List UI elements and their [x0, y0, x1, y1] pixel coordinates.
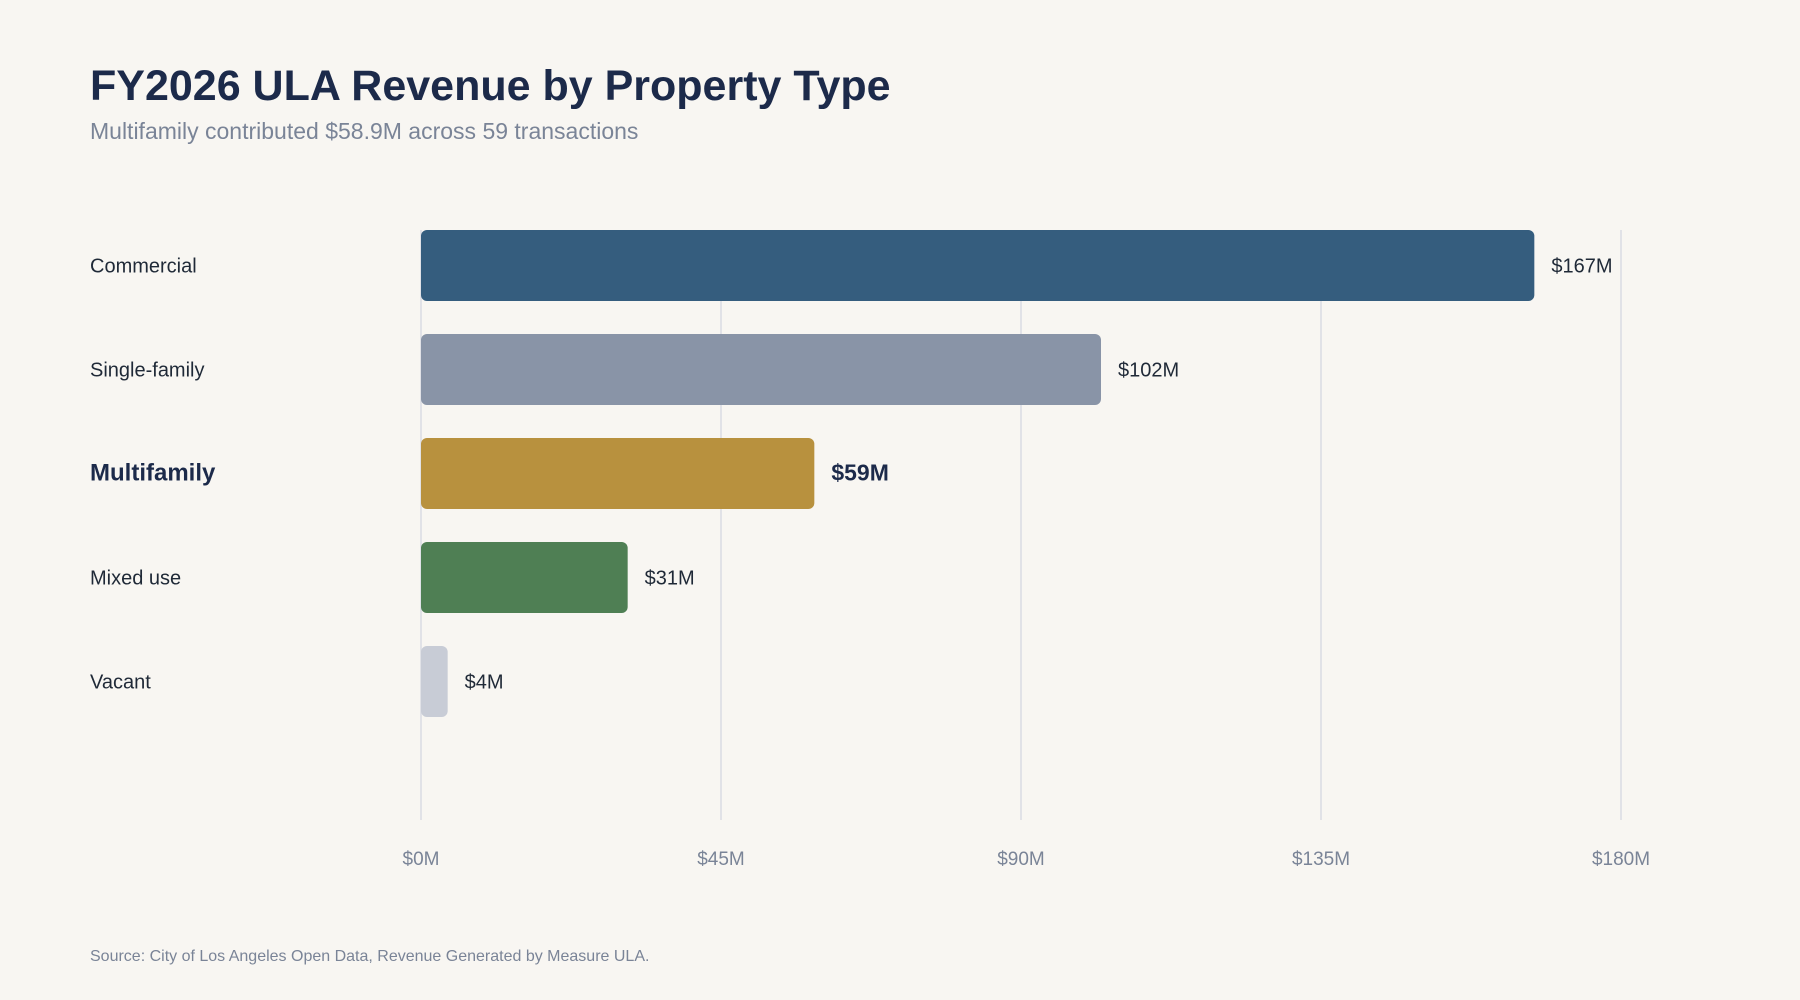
bar-commercial	[421, 230, 1535, 301]
value-label: $167M	[1551, 256, 1612, 278]
value-label: $4M	[465, 672, 504, 694]
bar-mixed-use	[421, 542, 628, 613]
value-label: $59M	[831, 460, 889, 486]
category-label: Vacant	[90, 672, 151, 694]
x-tick-label: $45M	[697, 849, 745, 870]
value-label: $102M	[1118, 360, 1179, 382]
x-tick-label: $135M	[1292, 849, 1350, 870]
category-label: Multifamily	[90, 460, 216, 487]
bar-multifamily	[421, 438, 815, 509]
chart-subtitle: Multifamily contributed $58.9M across 59…	[90, 118, 639, 144]
bar-single-family	[421, 334, 1101, 405]
x-tick-label: $180M	[1592, 849, 1650, 870]
value-label: $31M	[645, 568, 695, 590]
category-label: Mixed use	[90, 568, 181, 590]
x-tick-label: $90M	[997, 849, 1045, 870]
grid-lines	[420, 230, 1622, 820]
category-label: Single-family	[90, 360, 204, 382]
source-note: Source: City of Los Angeles Open Data, R…	[90, 948, 650, 965]
category-label: Commercial	[90, 256, 197, 278]
labels: $0M $45M $90M $135M $180M Commercial $167M Sing…	[90, 256, 1650, 871]
x-tick-label: $0M	[403, 849, 440, 870]
bars	[421, 230, 1535, 717]
chart-title: FY2026 ULA Revenue by Property Type	[90, 62, 891, 110]
bar-vacant	[421, 646, 448, 717]
